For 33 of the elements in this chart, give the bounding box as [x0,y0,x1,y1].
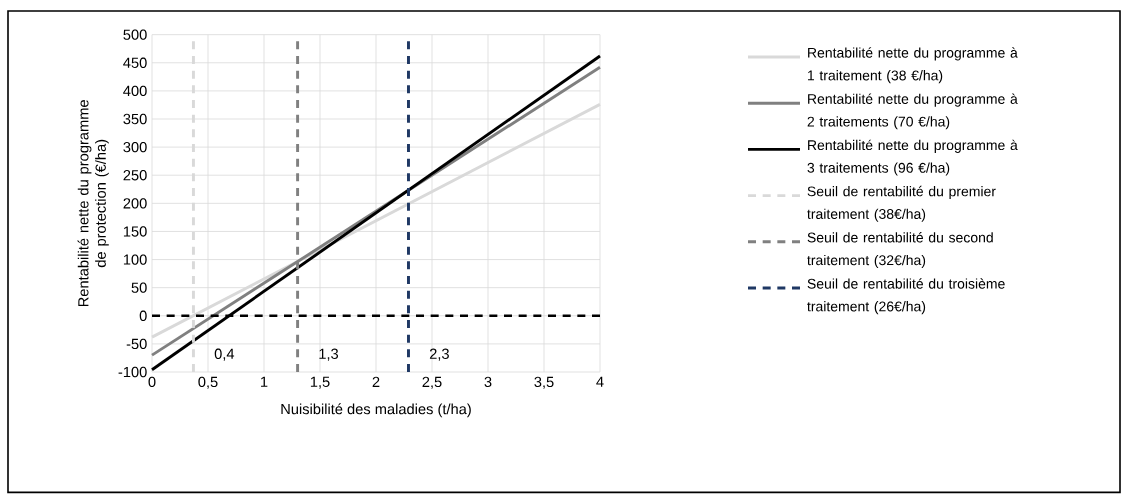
annotation: 1,3 [319,348,339,361]
y-tick-label: 450 [123,57,147,68]
x-tick-label: 0,5 [198,376,218,389]
annotation: 0,4 [214,348,235,361]
legend-label: Seuil de rentabilité du second traitement (32€/ha) [807,232,993,268]
y-tick-label: 0 [139,310,147,321]
y-tick-label: 100 [123,254,147,265]
annotation: 2,3 [429,348,449,361]
y-axis-title: Rentabilité nette du programme de protection (€/ha) [77,100,109,307]
x-tick-label: 0 [148,376,156,388]
x-tick-label: 4 [596,376,604,387]
x-tick-label: 3 [484,376,492,388]
y-tick-label: 400 [123,85,147,97]
y-tick-label: 250 [123,170,147,181]
y-tick-label: 150 [123,226,147,237]
y-tick-label: -50 [126,338,147,350]
y-tick-label: -100 [118,366,147,378]
y-tick-label: 200 [123,198,147,209]
x-tick-label: 2,5 [422,376,442,389]
legend-label: Seuil de rentabilité du troisième traitement (26€/ha) [807,278,1005,315]
y-tick-label: 350 [123,113,147,125]
x-tick-label: 3,5 [534,376,554,389]
x-tick-label: 1,5 [310,376,330,389]
legend-label: Rentabilité nette du programme à 1 traitement (38 €/ha) [808,47,1018,84]
x-tick-label: 2 [372,376,380,387]
legend-label: Rentabilité nette du programme à 3 traitements (96 €/ha) [807,139,1018,176]
x-axis-title: Nuisibilité des maladies (t/ha) [281,403,471,418]
y-tick-label: 50 [131,282,147,293]
y-tick-label: 300 [123,141,147,153]
legend-label: Seuil de rentabilité du premier traitement (38€/ha) [807,185,996,222]
y-tick-label: 500 [123,29,147,40]
legend-label: Rentabilité nette du programme à 2 traitements (70 €/ha) [807,93,1018,130]
x-tick-label: 1 [261,376,268,387]
